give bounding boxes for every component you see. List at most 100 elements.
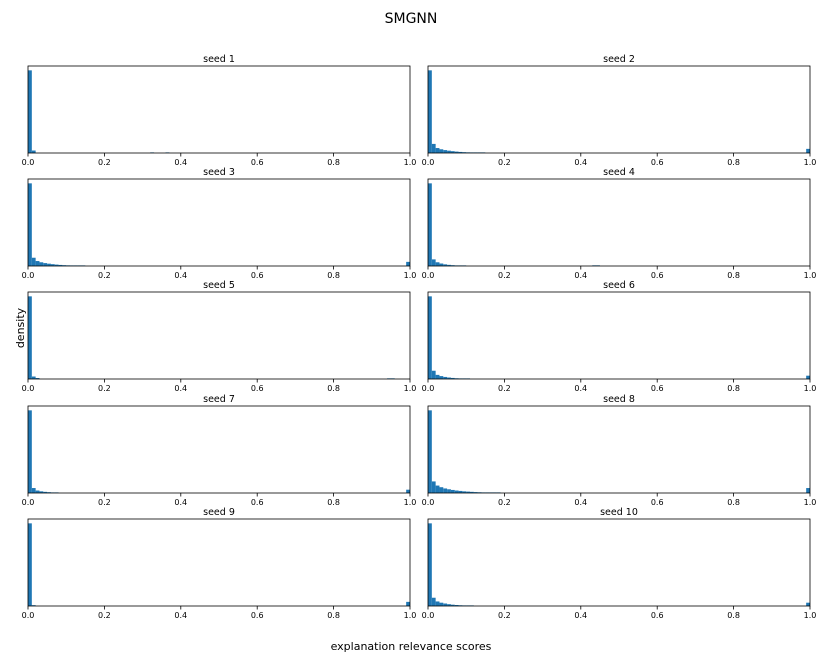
panel-title: seed 8 xyxy=(603,394,635,405)
histogram-bar xyxy=(62,265,67,266)
histogram-bar xyxy=(28,410,32,493)
histogram-bar xyxy=(458,490,463,493)
panel-title: seed 4 xyxy=(603,167,635,178)
axes-frame xyxy=(27,405,411,494)
x-tick-label: 0.6 xyxy=(651,498,664,507)
histogram-bar xyxy=(443,150,448,153)
panel-title: seed 7 xyxy=(203,394,235,405)
histogram-panel: seed 7 0.0 0.2 0.4 0.6 0.8 1.0 xyxy=(22,394,417,507)
axes-frame xyxy=(27,518,411,607)
x-tick-label: 1.0 xyxy=(804,384,817,393)
x-tick-label: 0.0 xyxy=(22,384,35,393)
histogram-bar xyxy=(35,261,40,266)
histogram-bar xyxy=(35,490,40,493)
histogram-bar xyxy=(50,264,55,266)
x-tick-label: 0.0 xyxy=(422,611,435,620)
histogram-bar xyxy=(454,605,459,606)
histogram-bar xyxy=(443,264,448,266)
x-tick-label: 0.8 xyxy=(327,158,340,167)
axes-frame xyxy=(427,291,811,380)
x-tick-label: 0.8 xyxy=(727,384,740,393)
x-tick-label: 0.2 xyxy=(498,271,511,280)
x-tick-label: 0.8 xyxy=(727,611,740,620)
x-tick-label: 0.0 xyxy=(22,158,35,167)
histogram-panel: seed 9 0.0 0.2 0.4 0.6 0.8 1.0 xyxy=(22,507,417,620)
x-tick-label: 0.0 xyxy=(422,384,435,393)
x-tick-label: 0.0 xyxy=(22,611,35,620)
axes-frame xyxy=(427,405,811,494)
histogram-bar xyxy=(31,257,36,266)
histogram-bar xyxy=(435,148,440,153)
x-tick-label: 1.0 xyxy=(404,611,417,620)
histogram-bar xyxy=(435,374,440,379)
histogram-panel: seed 1 0.0 0.2 0.4 0.6 0.8 1.0 xyxy=(22,54,417,167)
axes-frame xyxy=(427,65,811,154)
histogram-bar xyxy=(428,523,432,606)
histogram-bar xyxy=(458,151,463,153)
histogram-bar xyxy=(470,491,474,493)
histogram-bar xyxy=(473,492,478,493)
x-tick-label: 0.6 xyxy=(651,158,664,167)
x-tick-label: 0.0 xyxy=(22,498,35,507)
histogram-bar xyxy=(450,265,455,266)
histogram-bar xyxy=(447,377,451,379)
histogram-bar xyxy=(31,605,36,606)
x-tick-label: 0.8 xyxy=(727,271,740,280)
histogram-bar xyxy=(39,491,44,493)
histogram-bar xyxy=(450,377,455,379)
x-tick-label: 0.2 xyxy=(98,611,111,620)
histogram-bar xyxy=(428,296,432,379)
histogram-bar xyxy=(43,263,48,266)
x-tick-label: 0.8 xyxy=(327,271,340,280)
x-tick-label: 0.4 xyxy=(174,384,187,393)
x-tick-label: 1.0 xyxy=(804,158,817,167)
x-tick-label: 0.4 xyxy=(574,271,587,280)
histogram-bar xyxy=(447,489,451,493)
histogram-bar xyxy=(450,151,455,153)
histogram-bar xyxy=(28,70,32,153)
x-tick-label: 0.6 xyxy=(251,384,264,393)
y-axis-label: density xyxy=(14,307,27,348)
axes-frame xyxy=(27,291,411,380)
axes-frame xyxy=(27,65,411,154)
x-tick-label: 0.4 xyxy=(574,158,587,167)
histogram-bar xyxy=(462,491,467,493)
histogram-panel: seed 4 0.0 0.2 0.4 0.6 0.8 1.0 xyxy=(422,167,817,280)
x-tick-label: 0.6 xyxy=(251,611,264,620)
panel-title: seed 10 xyxy=(600,507,638,518)
x-tick-label: 1.0 xyxy=(404,384,417,393)
histogram-bar xyxy=(28,523,32,606)
x-tick-label: 0.8 xyxy=(327,611,340,620)
histogram-bar xyxy=(806,488,810,493)
x-tick-label: 0.4 xyxy=(574,611,587,620)
x-tick-label: 0.4 xyxy=(174,158,187,167)
x-tick-label: 1.0 xyxy=(804,271,817,280)
x-tick-label: 0.6 xyxy=(651,611,664,620)
x-tick-label: 0.2 xyxy=(98,158,111,167)
x-tick-label: 1.0 xyxy=(404,158,417,167)
histogram-bar xyxy=(806,602,810,606)
x-tick-label: 1.0 xyxy=(404,498,417,507)
histogram-bar xyxy=(428,70,432,153)
histogram-bar xyxy=(439,149,444,153)
histogram-bar xyxy=(431,481,436,493)
histogram-panel: seed 10 0.0 0.2 0.4 0.6 0.8 1.0 xyxy=(422,507,817,620)
x-tick-label: 1.0 xyxy=(804,611,817,620)
x-tick-label: 0.6 xyxy=(651,271,664,280)
histogram-bar xyxy=(447,150,451,153)
x-tick-label: 0.6 xyxy=(251,498,264,507)
x-tick-label: 0.0 xyxy=(422,271,435,280)
histogram-bar xyxy=(443,376,448,379)
histogram-bar xyxy=(806,375,810,379)
x-tick-label: 0.2 xyxy=(498,384,511,393)
axes-frame xyxy=(427,178,811,267)
histogram-bar xyxy=(450,489,455,493)
histogram-bar xyxy=(443,488,448,493)
histogram-panel: seed 3 0.0 0.2 0.4 0.6 0.8 1.0 xyxy=(22,167,417,280)
panel-title: seed 2 xyxy=(603,54,635,65)
x-tick-label: 0.2 xyxy=(98,271,111,280)
histogram-bar xyxy=(31,488,36,493)
histogram-bar xyxy=(39,262,44,266)
histogram-bar xyxy=(454,151,459,153)
